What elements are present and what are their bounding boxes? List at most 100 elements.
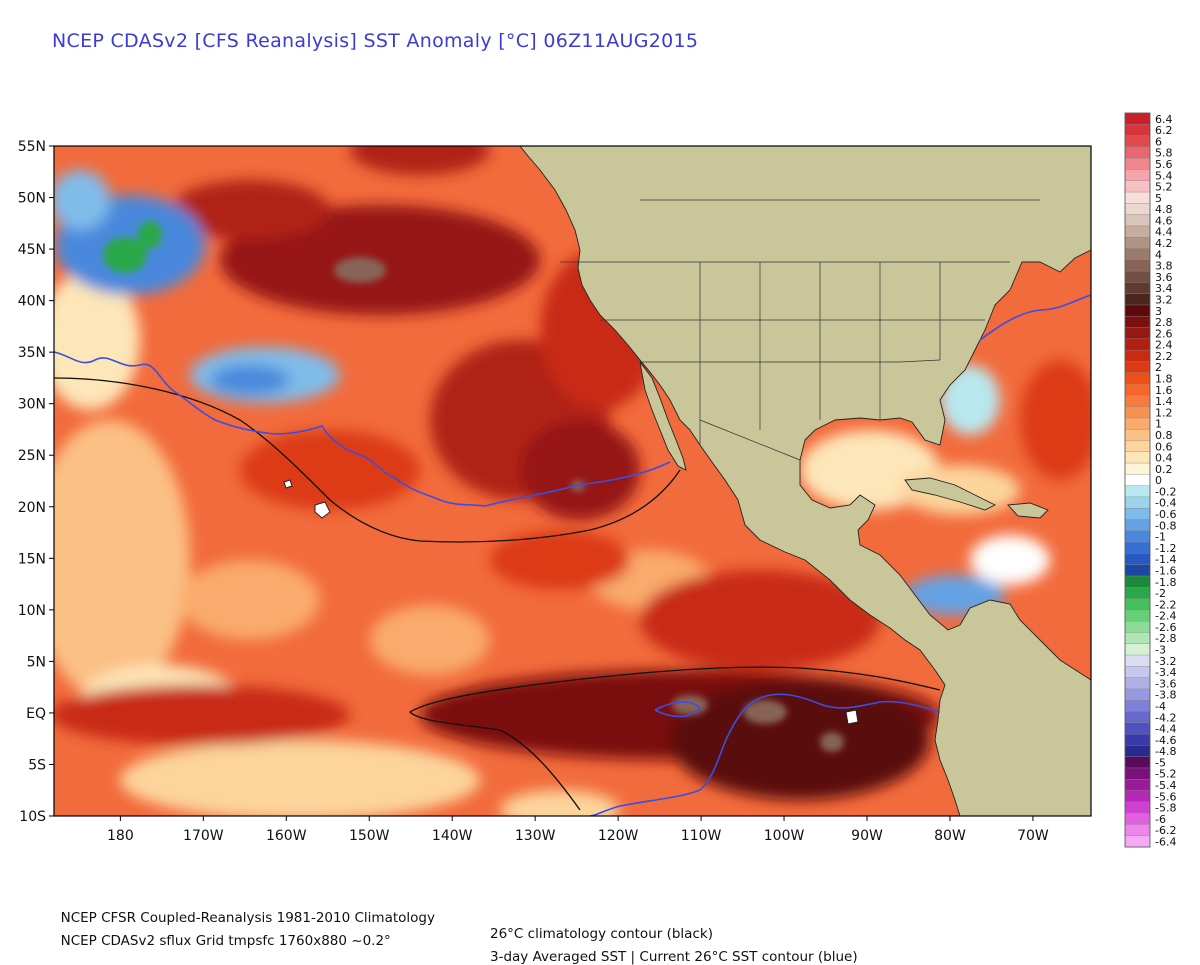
colorbar-label: -0.2 <box>1155 485 1176 498</box>
land-cuba <box>904 477 997 511</box>
colorbar-swatch <box>1124 282 1151 295</box>
colorbar-swatch <box>1124 519 1151 532</box>
colorbar-swatch <box>1124 496 1151 509</box>
colorbar-swatch <box>1124 485 1151 498</box>
colorbar-label: -2.4 <box>1155 610 1176 623</box>
colorbar-swatch <box>1124 440 1151 453</box>
colorbar-swatch <box>1124 225 1151 238</box>
footer-grid-source: NCEP CDASv2 sflux Grid tmpsfc 1760x880 ~… <box>60 933 391 949</box>
lat-tick-label: 15N <box>18 551 46 567</box>
colorbar-label: 3.6 <box>1155 271 1173 284</box>
current-26c-contour-south <box>589 693 941 816</box>
colorbar-swatch <box>1124 700 1151 712</box>
colorbar-label: -4.6 <box>1155 734 1176 747</box>
colorbar-swatch <box>1124 474 1151 487</box>
lat-tick-label: 50N <box>18 191 46 207</box>
colorbar-swatch <box>1124 722 1151 735</box>
colorbar-label: 4.6 <box>1155 214 1173 227</box>
colorbar-swatch <box>1124 756 1151 769</box>
colorbar-label: -6.4 <box>1155 836 1176 849</box>
colorbar-swatch <box>1124 191 1151 204</box>
colorbar-swatch <box>1124 361 1151 374</box>
lon-tick-label: 160W <box>266 828 307 844</box>
political-borders <box>560 199 1040 461</box>
colorbar-label: 5.2 <box>1155 181 1173 194</box>
colorbar-swatch <box>1124 135 1151 148</box>
lat-tick-label: 20N <box>18 500 46 516</box>
colorbar-label: 1.6 <box>1155 384 1173 397</box>
colorbar-swatch <box>1124 733 1151 746</box>
colorbar-label: -2.2 <box>1155 598 1176 611</box>
current-26c-contour-north <box>54 351 671 507</box>
colorbar-label: -0.6 <box>1155 508 1176 521</box>
plot-frame <box>53 145 1092 817</box>
colorbar-label: -5 <box>1155 756 1166 769</box>
colorbar-label: 5 <box>1155 192 1162 205</box>
map-title: NCEP CDASv2 [CFS Reanalysis] SST Anomaly… <box>52 30 699 52</box>
colorbar-label: -3.6 <box>1155 677 1176 690</box>
colorbar: 6.46.265.85.65.45.254.84.64.44.243.83.63… <box>1124 112 1176 849</box>
colorbar-label: -0.4 <box>1155 497 1176 510</box>
colorbar-label: -1 <box>1155 531 1166 544</box>
colorbar-label: 4.2 <box>1155 237 1173 250</box>
colorbar-label: -1.2 <box>1155 542 1176 555</box>
colorbar-swatch <box>1124 372 1151 385</box>
colorbar-swatch <box>1124 293 1151 306</box>
colorbar-swatch <box>1124 349 1151 362</box>
colorbar-label: -2 <box>1155 587 1166 600</box>
colorbar-label: -0.8 <box>1155 519 1176 532</box>
colorbar-label: 4.4 <box>1155 226 1173 239</box>
colorbar-label: -6.2 <box>1155 824 1176 837</box>
colorbar-label: 0.8 <box>1155 429 1173 442</box>
lat-tick-label: 45N <box>18 242 46 258</box>
colorbar-swatch <box>1124 214 1151 227</box>
colorbar-swatch <box>1124 812 1151 825</box>
land-galapagos <box>845 709 859 725</box>
lat-tick-label: 5N <box>27 654 46 670</box>
lon-tick-label: 140W <box>432 828 473 844</box>
colorbar-label: -3.8 <box>1155 689 1176 702</box>
colorbar-label: 2 <box>1155 361 1162 374</box>
colorbar-label: 2.2 <box>1155 350 1173 363</box>
lat-tick-label: 40N <box>18 294 46 310</box>
colorbar-label: 5.4 <box>1155 169 1173 182</box>
colorbar-label: -5.4 <box>1155 779 1176 792</box>
colorbar-label: -3.4 <box>1155 666 1176 679</box>
colorbar-label: -2.8 <box>1155 632 1176 645</box>
lat-tick-label: 5S <box>28 757 46 773</box>
colorbar-swatch <box>1124 237 1151 250</box>
current-26c-contour-atlantic <box>979 294 1091 341</box>
colorbar-label: 5.6 <box>1155 158 1173 171</box>
colorbar-swatch <box>1124 767 1151 780</box>
colorbar-swatch <box>1124 609 1151 622</box>
lon-tick-label: 100W <box>764 828 805 844</box>
lon-tick-label: 110W <box>681 828 722 844</box>
colorbar-swatch <box>1124 451 1151 464</box>
colorbar-label: 4 <box>1155 248 1162 261</box>
colorbar-swatch <box>1124 316 1151 329</box>
lon-tick-label: 130W <box>515 828 556 844</box>
colorbar-swatch <box>1124 688 1151 701</box>
colorbar-swatch <box>1124 417 1151 430</box>
lat-tick-label: 35N <box>18 345 46 361</box>
colorbar-swatch <box>1124 508 1151 521</box>
colorbar-label: 6.2 <box>1155 124 1173 137</box>
footer-black-contour-note: 26°C climatology contour (black) <box>490 926 713 942</box>
colorbar-swatch <box>1124 620 1151 633</box>
footer-line-1: NCEP CFSR Coupled-Reanalysis 1981-2010 C… <box>52 894 713 942</box>
colorbar-label: -4.2 <box>1155 711 1176 724</box>
land-hispaniola <box>1007 502 1049 519</box>
colorbar-swatch <box>1124 575 1151 588</box>
colorbar-swatch <box>1124 270 1151 283</box>
colorbar-label: 1.8 <box>1155 373 1173 386</box>
colorbar-swatch <box>1124 711 1151 724</box>
colorbar-label: -5.2 <box>1155 768 1176 781</box>
lat-tick-label: 10S <box>19 809 46 825</box>
colorbar-swatch <box>1124 587 1151 600</box>
colorbar-label: 3 <box>1155 305 1162 318</box>
lat-tick-label: 55N <box>18 139 46 155</box>
colorbar-swatch <box>1124 835 1151 848</box>
lon-tick-label: 170W <box>183 828 224 844</box>
colorbar-label: 3.4 <box>1155 282 1173 295</box>
